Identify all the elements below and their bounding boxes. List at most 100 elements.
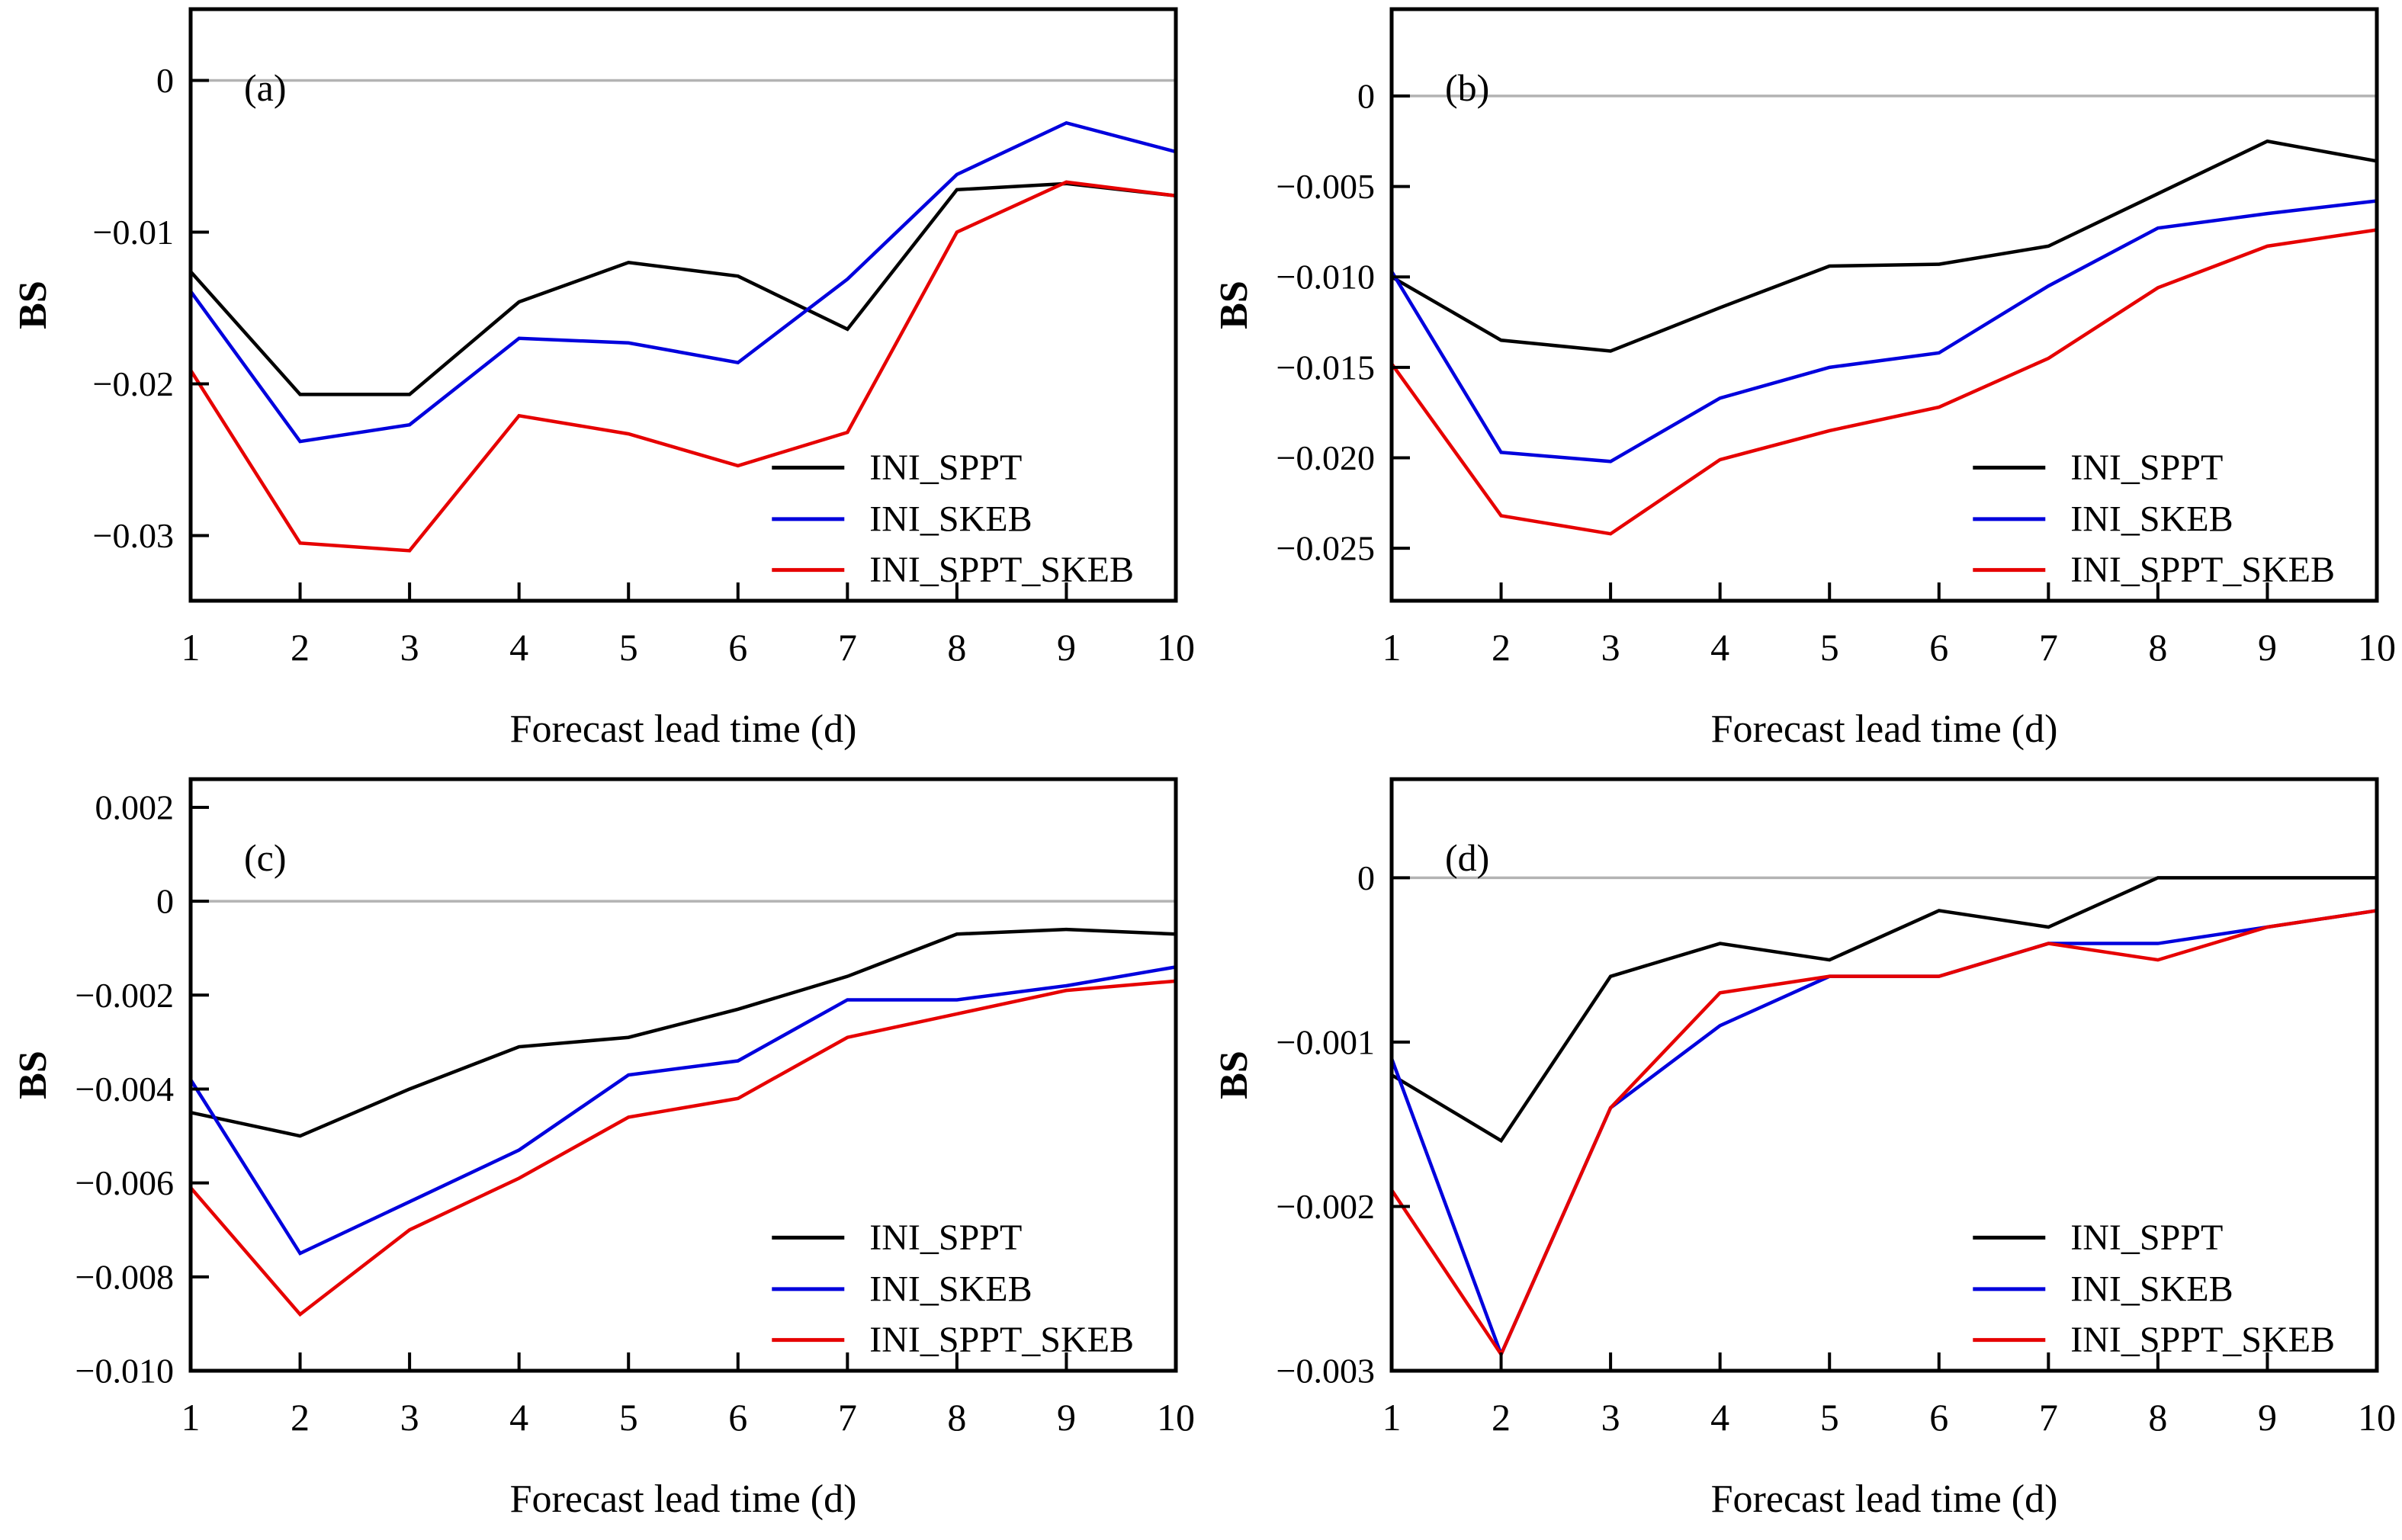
legend-label-INI_SPPT: INI_SPPT — [869, 1218, 1022, 1258]
x-tick-label: 3 — [1601, 1396, 1620, 1439]
panel-c: 0.002 0 −0.002 −0.004 −0.006 −0.008 −0.010 1 2 3 4… — [0, 770, 1201, 1540]
x-tick-label: 4 — [1710, 626, 1729, 669]
x-tick-label: 2 — [1492, 1396, 1511, 1439]
y-tick-label: −0.008 — [75, 1257, 174, 1296]
series-line-INI_SPPT_SKEB — [189, 979, 1177, 1317]
x-tick-label: 6 — [1929, 1396, 1948, 1439]
y-axis-label: BS — [1212, 281, 1256, 329]
series-line-INI_SKEB — [189, 965, 1177, 1256]
y-tick-label: −0.004 — [75, 1070, 174, 1108]
legend-label-INI_SPPT_SKEB: INI_SPPT_SKEB — [2070, 1320, 2335, 1360]
series-line-INI_SPPT_SKEB — [189, 180, 1177, 553]
chart-svg-a: 0 −0.01 −0.02 −0.03 1 2 3 4 5 6 7 8 9 10 Forecast lead… — [11, 7, 1195, 751]
x-tick-label: 8 — [947, 626, 966, 669]
y-tick-label: −0.005 — [1276, 167, 1375, 206]
x-tick-label: 8 — [947, 1396, 966, 1439]
panel-letter: (c) — [244, 836, 287, 879]
y-tick-label: −0.015 — [1276, 348, 1375, 387]
x-tick-label: 7 — [838, 1396, 857, 1439]
y-tick-label: 0 — [156, 882, 174, 921]
x-tick-label: 1 — [1382, 626, 1402, 669]
x-tick-label: 9 — [2258, 626, 2277, 669]
y-tick-label: 0 — [156, 61, 174, 100]
x-tick-label: 8 — [2148, 626, 2167, 669]
series-line-INI_SKEB — [189, 120, 1177, 444]
x-tick-label: 9 — [1057, 626, 1076, 669]
x-tick-label: 3 — [400, 626, 419, 669]
x-axis-label: Forecast lead time (d) — [510, 707, 857, 751]
y-tick-label: −0.002 — [75, 976, 174, 1015]
x-tick-label: 5 — [1820, 626, 1839, 669]
y-axis-label: BS — [11, 281, 55, 329]
x-tick-label: 9 — [2258, 1396, 2277, 1439]
y-tick-label: −0.03 — [93, 516, 174, 555]
y-tick-label: −0.01 — [93, 213, 174, 252]
y-axis-label: BS — [1212, 1051, 1256, 1099]
y-tick-label: −0.002 — [1276, 1187, 1375, 1226]
x-tick-label: 9 — [1057, 1396, 1076, 1439]
y-tick-label: −0.010 — [1276, 258, 1375, 297]
panel-letter: (d) — [1445, 836, 1489, 879]
x-tick-label: 4 — [509, 1396, 528, 1439]
y-tick-label: −0.003 — [1276, 1352, 1375, 1391]
legend-label-INI_SKEB: INI_SKEB — [869, 499, 1032, 539]
y-tick-label: 0.002 — [95, 788, 175, 826]
legend-label-INI_SPPT: INI_SPPT — [869, 448, 1022, 488]
plot-box — [1389, 777, 2379, 1373]
panel-d: 0 −0.001 −0.002 −0.003 1 2 3 4 5 6 7 8 9 10 Forecast l… — [1201, 770, 2402, 1540]
series-line-INI_SPPT_SKEB — [1390, 909, 2378, 1359]
y-tick-label: 0 — [1357, 76, 1375, 115]
x-tick-label: 3 — [400, 1396, 419, 1439]
legend-label-INI_SKEB: INI_SKEB — [2070, 1269, 2233, 1309]
x-axis-label: Forecast lead time (d) — [1711, 1477, 2058, 1521]
legend-label-INI_SKEB: INI_SKEB — [869, 1269, 1032, 1309]
x-axis-label: Forecast lead time (d) — [1711, 707, 2058, 751]
x-tick-label: 7 — [838, 626, 857, 669]
x-tick-label: 5 — [619, 1396, 638, 1439]
y-tick-label: −0.02 — [93, 364, 174, 403]
x-tick-label: 2 — [291, 1396, 310, 1439]
plot-box — [1389, 7, 2379, 603]
legend-label-INI_SKEB: INI_SKEB — [2070, 499, 2233, 539]
x-tick-label: 4 — [509, 626, 528, 669]
series-line-INI_SPPT — [1390, 876, 2377, 1144]
x-tick-label: 6 — [728, 626, 747, 669]
series-line-INI_SPPT — [189, 181, 1177, 396]
chart-svg-b: 0 −0.005 −0.010 −0.015 −0.020 −0.025 1 2 3 4 5 6 7 8 9… — [1212, 7, 2396, 751]
x-tick-label: 10 — [2358, 1396, 2396, 1439]
y-tick-label: −0.001 — [1276, 1022, 1375, 1061]
panel-letter: (a) — [244, 66, 287, 109]
series-line-INI_SPPT — [190, 927, 1177, 1138]
y-tick-label: −0.010 — [75, 1352, 174, 1391]
legend-label-INI_SPPT: INI_SPPT — [2070, 1218, 2223, 1258]
legend-label-INI_SPPT_SKEB: INI_SPPT_SKEB — [869, 1320, 1134, 1360]
x-tick-label: 7 — [2039, 626, 2058, 669]
x-tick-label: 10 — [1157, 626, 1195, 669]
x-axis-label: Forecast lead time (d) — [510, 1477, 857, 1521]
y-tick-label: −0.025 — [1276, 529, 1375, 568]
panel-a: 0 −0.01 −0.02 −0.03 1 2 3 4 5 6 7 8 9 10 Forecast lead… — [0, 0, 1201, 770]
plot-box — [188, 7, 1178, 603]
x-tick-label: 1 — [181, 1396, 201, 1439]
series-line-INI_SPPT — [1390, 139, 2378, 353]
x-tick-label: 1 — [181, 626, 201, 669]
x-tick-label: 7 — [2039, 1396, 2058, 1439]
x-tick-label: 6 — [1929, 626, 1948, 669]
y-axis-label: BS — [11, 1051, 55, 1099]
panel-b: 0 −0.005 −0.010 −0.015 −0.020 −0.025 1 2 3 4 5 6 7 8 9… — [1201, 0, 2402, 770]
x-tick-label: 10 — [2358, 626, 2396, 669]
legend-label-INI_SPPT_SKEB: INI_SPPT_SKEB — [2070, 550, 2335, 590]
x-tick-label: 6 — [728, 1396, 747, 1439]
x-tick-label: 4 — [1710, 1396, 1729, 1439]
x-tick-label: 2 — [291, 626, 310, 669]
y-tick-label: −0.020 — [1276, 438, 1375, 477]
panel-letter: (b) — [1445, 66, 1489, 109]
y-tick-label: −0.006 — [75, 1163, 174, 1202]
x-tick-label: 5 — [1820, 1396, 1839, 1439]
x-tick-label: 5 — [619, 626, 638, 669]
plot-box — [188, 777, 1178, 1373]
x-tick-label: 2 — [1492, 626, 1511, 669]
